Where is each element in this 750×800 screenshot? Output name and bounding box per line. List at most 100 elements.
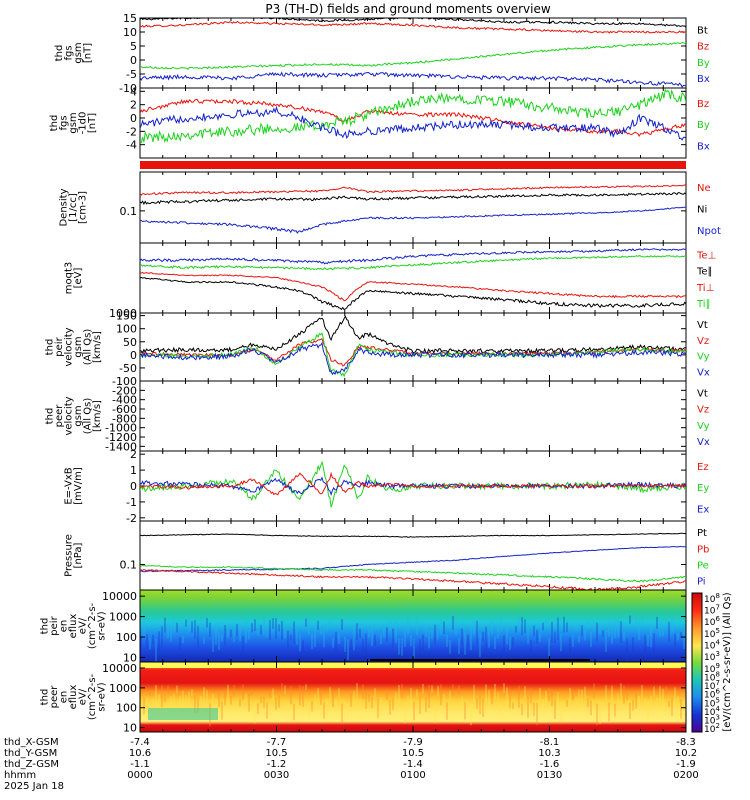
y-tick-label: 0	[130, 349, 137, 362]
y-axis-label: gsm	[73, 405, 84, 426]
legend-Vx: Vx	[697, 368, 710, 379]
y-axis-label: peer	[49, 685, 60, 709]
y-axis-label: sr-eV)	[97, 611, 108, 640]
legend-Vz: Vz	[697, 336, 709, 347]
x-tick-value: -8.1	[540, 737, 560, 748]
y-axis-label: [1/cc]	[68, 193, 79, 222]
series-Bt	[140, 18, 686, 28]
legend-Ne: Ne	[697, 183, 711, 194]
y-axis-label: (All Qs)	[82, 329, 93, 366]
series-Pt	[140, 532, 686, 538]
y-tick-label: -5	[126, 68, 137, 81]
y-axis-label: Density	[59, 188, 70, 226]
legend-Pe: Pe	[697, 560, 709, 571]
y-axis-label: [nPa]	[73, 542, 84, 568]
y-axis-label: [mV/m]	[73, 467, 84, 505]
x-tick-value: 0030	[264, 770, 289, 781]
y-tick-label: 2	[130, 448, 137, 461]
y-tick-label: 1000	[109, 611, 137, 624]
y-tick-label: 150	[116, 310, 137, 323]
y-axis-label: sr-eV)	[97, 682, 108, 711]
y-tick-label: -1400	[105, 440, 137, 453]
legend-By: By	[697, 58, 710, 69]
y-tick-label: 15	[123, 12, 137, 25]
y-tick-label: -1200	[105, 431, 137, 444]
y-axis-label: thd	[44, 339, 55, 356]
y-tick-label: 100	[116, 631, 137, 644]
y-axis-label: thd	[40, 618, 51, 635]
series-group	[140, 18, 686, 88]
legend-Bt: Bt	[697, 25, 708, 36]
panel-peir-eflux: 10 100 1000 10000 thdpeirenefluxeV/(cm^2-s-s…	[40, 589, 687, 664]
series-group	[140, 532, 686, 590]
y-tick-label: 4	[130, 85, 137, 98]
y-axis-label: en	[59, 691, 70, 704]
x-row-label: thd_X-GSM	[4, 737, 59, 748]
y-tick-label: 10000	[102, 662, 137, 675]
x-tick-value: -7.9	[403, 737, 423, 748]
y-axis-label: thd	[54, 45, 65, 62]
legend-Bz: Bz	[697, 99, 709, 110]
y-tick-label: 0.1	[120, 559, 138, 572]
date-label: 2025 Jan 18	[4, 781, 64, 792]
legend-Bx: Bx	[697, 141, 710, 152]
legend-Ex: Ex	[697, 504, 709, 515]
panel-temperature: 1000 moqt3[eV] Te⊥ Te∥ Ti⊥ Ti∥	[63, 242, 716, 320]
x-tick-value: 10.2	[675, 748, 697, 759]
x-tick-value: -1.2	[267, 759, 287, 770]
figure-title: P3 (TH-D) fields and ground moments over…	[265, 2, 550, 16]
y-tick-label: -100	[112, 375, 137, 388]
y-axis-label: moqt3	[63, 262, 74, 295]
y-axis-label: fgs	[63, 45, 74, 60]
legend-Vy: Vy	[697, 352, 710, 363]
y-tick-label: 10	[123, 722, 137, 735]
series-By	[140, 41, 686, 71]
x-tick-value: -7.4	[130, 737, 150, 748]
y-tick-label: 1	[130, 464, 137, 477]
panel-peer-eflux: 10 100 1000 10000 thdpeerenefluxeV/(cm^2-s-s…	[40, 661, 687, 735]
y-tick-label: -2	[126, 125, 137, 138]
legend-Vz: Vz	[697, 405, 709, 416]
x-tick-value: 0000	[127, 770, 152, 781]
y-tick-label: -800	[112, 412, 137, 425]
y-axis-label: gsm	[73, 42, 84, 63]
series-Bx	[140, 105, 686, 141]
x-tick-value: 10.5	[402, 748, 424, 759]
legend-Ni: Ni	[697, 205, 707, 216]
y-tick-label: 2	[130, 99, 137, 112]
y-axis-label: peer	[54, 404, 65, 428]
y-tick-label: -400	[112, 394, 137, 407]
spectrogram-peir-eflux	[140, 590, 686, 662]
y-tick-label: 0.1	[120, 205, 138, 218]
y-axis-label: E=-VxB	[63, 467, 74, 504]
y-tick-label: 0	[130, 480, 137, 493]
y-tick-label: 0	[130, 112, 137, 125]
x-axis-block: thd_X-GSM -7.4 -7.7 -7.9 -8.1 -8.3 thd_Y-GSM 10…	[4, 737, 699, 792]
x-tick-value: -1.4	[403, 759, 423, 770]
y-tick-label: -200	[112, 384, 137, 397]
y-tick-label: 100	[116, 323, 137, 336]
x-tick-value: -8.3	[676, 737, 696, 748]
spectrogram-peer-eflux	[140, 662, 686, 732]
y-tick-label: 50	[123, 336, 137, 349]
y-axis-label: gsm	[68, 112, 79, 133]
legend-Npot: Npot	[697, 226, 721, 237]
series-Ez	[140, 471, 686, 496]
fgs-flag-bar	[140, 161, 686, 169]
x-row-label: thd_Z-GSM	[4, 759, 59, 770]
x-tick-value: -1.9	[676, 759, 696, 770]
series-Ey	[140, 460, 686, 508]
series-Vx	[140, 341, 686, 376]
y-axis-label: (All Qs)	[82, 398, 93, 435]
y-tick-label: 5	[130, 40, 137, 53]
legend-Te∥: Te∥	[696, 267, 713, 278]
y-axis-label: eV/	[78, 617, 89, 634]
series-group	[140, 248, 686, 311]
y-axis-label: (cm^2-s-	[87, 673, 98, 720]
legend-Vt: Vt	[697, 320, 708, 331]
y-axis-label: eflux	[68, 614, 79, 639]
y-axis-label: thd	[44, 408, 55, 425]
